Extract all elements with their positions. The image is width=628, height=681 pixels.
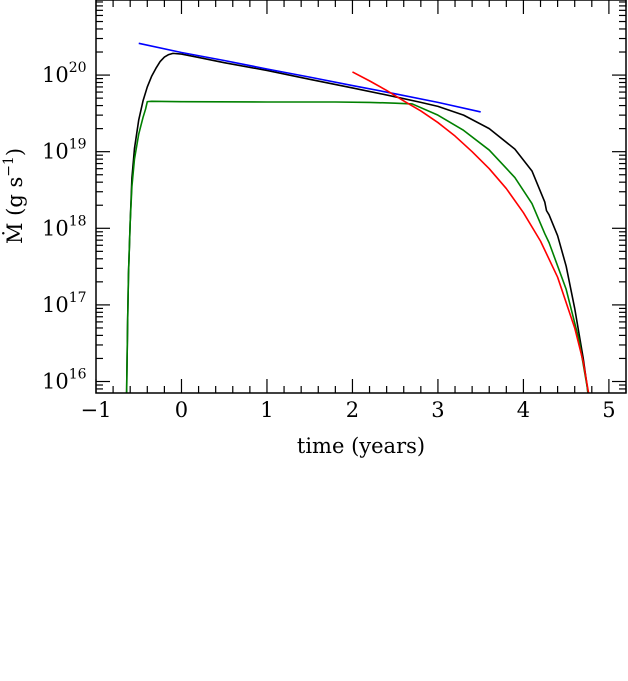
y-axis-title-exponent: −1	[1, 156, 17, 177]
y-tick-label: 1016	[42, 367, 87, 394]
y-tick-exponent: 19	[69, 137, 87, 153]
series-line-1	[125, 100, 589, 393]
x-tick-label: 4	[517, 398, 530, 422]
x-tick-label: 1	[260, 398, 273, 422]
y-tick-base: 10	[42, 216, 69, 240]
series-layer	[125, 42, 590, 393]
y-tick-label: 1017	[42, 290, 87, 317]
y-tick-exponent: 20	[69, 60, 87, 76]
x-tick-label: 3	[431, 398, 444, 422]
y-tick-base: 10	[42, 370, 69, 394]
x-axis-title: time (years)	[297, 434, 425, 458]
x-tick-label: 0	[175, 398, 188, 422]
y-axis-title-close: )	[3, 148, 27, 156]
y-tick-base: 10	[42, 63, 69, 87]
y-tick-label: 1018	[42, 213, 87, 240]
y-tick-exponent: 17	[69, 290, 87, 306]
x-tick-label: −1	[81, 398, 112, 422]
series-line-0	[125, 52, 589, 393]
y-tick-label: 1019	[42, 137, 87, 164]
series-line-3	[352, 71, 590, 393]
tick-layer	[95, 0, 627, 393]
series-line-2	[138, 42, 481, 113]
y-axis-title-main: Ṁ (g s	[3, 177, 27, 244]
y-tick-label: 1020	[42, 60, 87, 87]
y-tick-exponent: 16	[69, 367, 87, 383]
x-tick-label: 2	[346, 398, 359, 422]
y-tick-base: 10	[42, 140, 69, 164]
x-tick-label: 5	[602, 398, 615, 422]
y-axis-title: Ṁ (g s−1)	[1, 148, 27, 244]
y-tick-exponent: 18	[69, 213, 87, 229]
plot-frame	[95, 0, 627, 394]
y-tick-base: 10	[42, 293, 69, 317]
